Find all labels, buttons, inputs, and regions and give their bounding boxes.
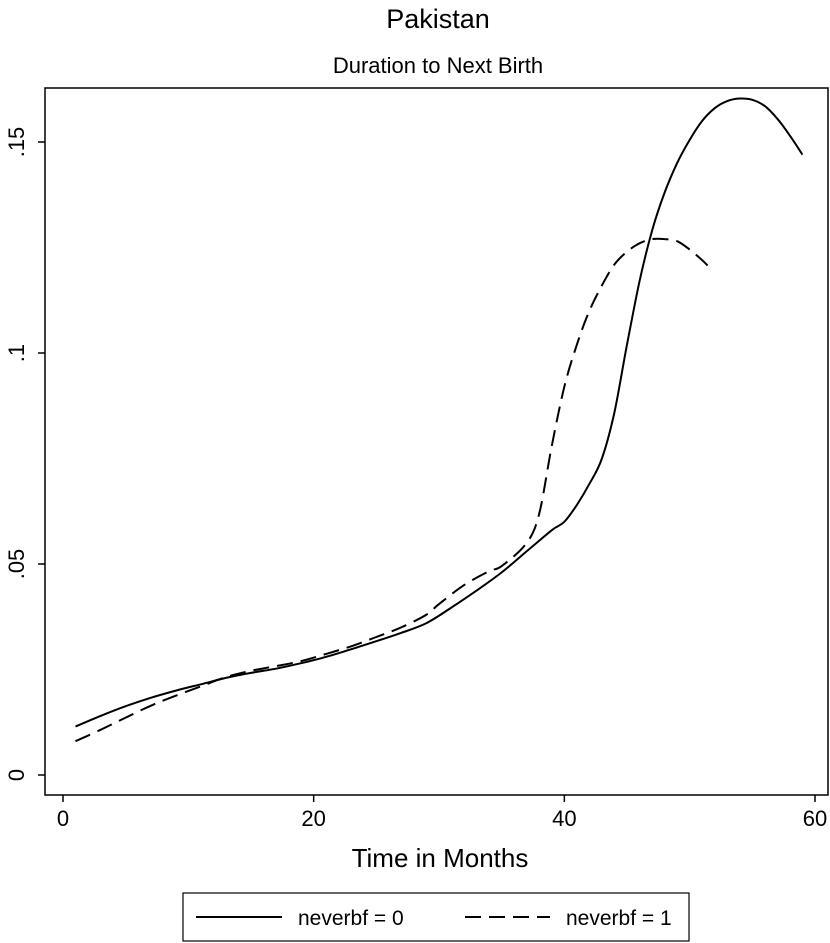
chart-title: Pakistan [386,4,490,34]
series-line-1 [75,97,804,728]
x-axis-label: Time in Months [352,843,529,873]
x-tick-label: 0 [57,806,69,831]
x-tick-label: 40 [552,806,576,831]
x-tick-label: 20 [301,806,325,831]
y-axis: 0 .05 .1 .15 [4,127,45,781]
y-tick-label: 0 [4,769,29,781]
x-axis: 0 20 40 60 [57,795,827,831]
legend-label: neverbf = 0 [298,907,404,930]
series-line-2 [75,237,710,743]
y-tick-label: .1 [4,344,29,362]
plot-area [44,87,829,796]
y-tick-label: .15 [4,127,29,158]
y-tick-label: .05 [4,549,29,580]
legend-label: neverbf = 1 [566,907,672,930]
chart-subtitle: Duration to Next Birth [333,53,543,78]
x-tick-label: 60 [803,806,827,831]
legend: neverbf = 0 neverbf = 1 [182,892,690,942]
series-layer [75,97,804,743]
